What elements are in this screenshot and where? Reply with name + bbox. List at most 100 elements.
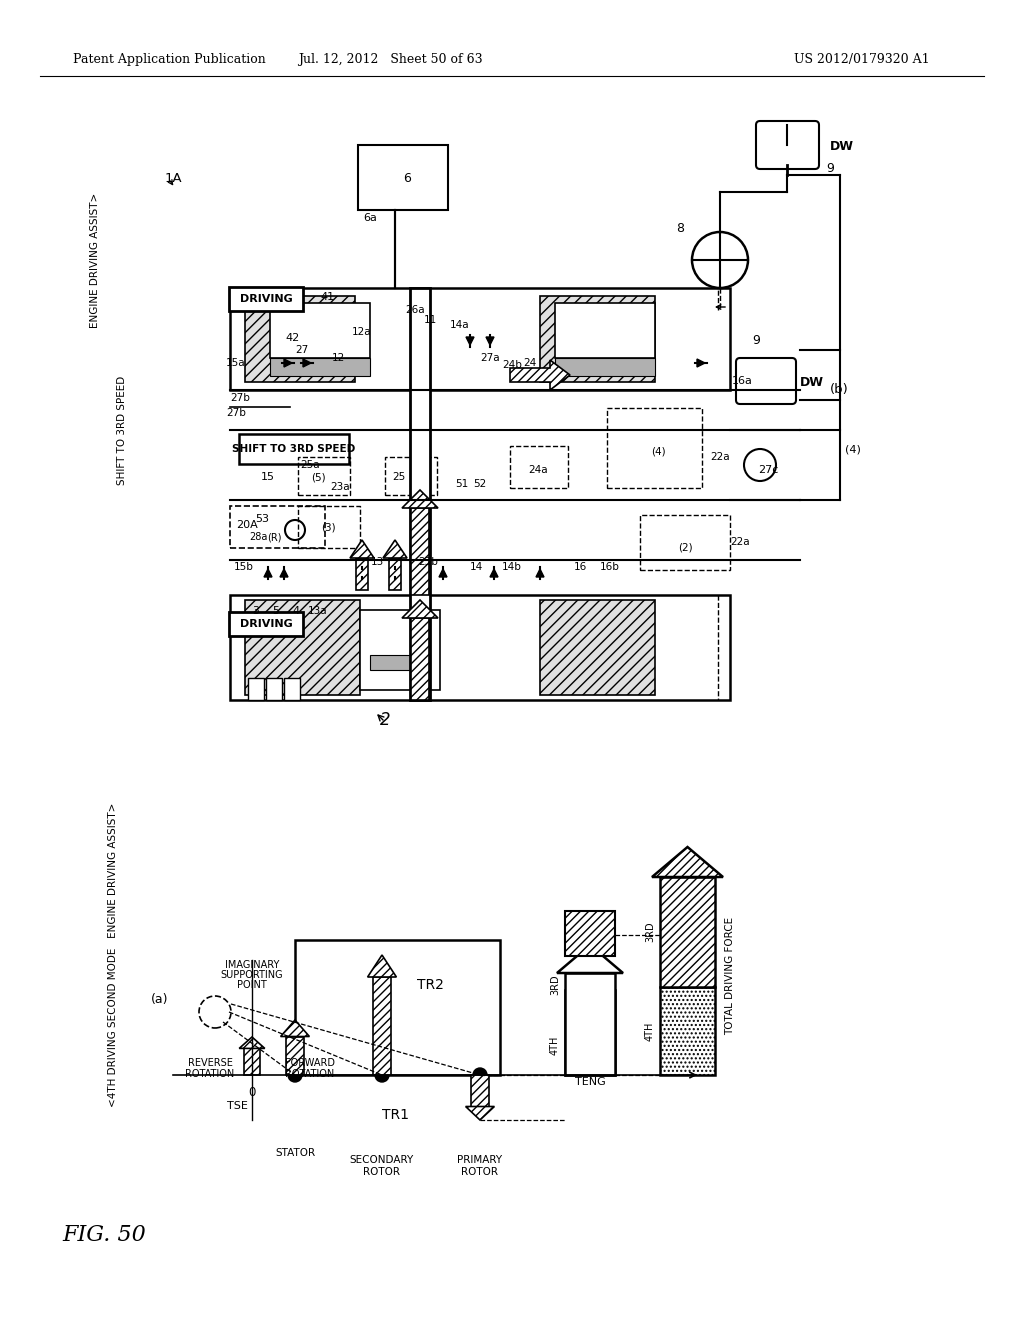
Polygon shape [439,569,447,577]
Text: STATOR: STATOR [274,1148,315,1158]
Text: SECONDARY: SECONDARY [350,1155,414,1166]
Text: 22a: 22a [730,537,750,546]
Text: (3): (3) [321,521,335,532]
FancyBboxPatch shape [756,121,819,169]
Bar [471,1074,489,1106]
Text: 6a: 6a [364,213,377,223]
Text: ROTOR: ROTOR [364,1167,400,1177]
FancyBboxPatch shape [239,434,349,465]
Bar [373,977,391,1074]
Text: 9: 9 [826,161,834,174]
Text: 20A: 20A [236,520,258,531]
FancyBboxPatch shape [229,612,303,636]
Text: 24a: 24a [528,465,548,475]
Polygon shape [358,569,366,577]
Polygon shape [536,569,544,577]
Text: 4: 4 [293,606,300,616]
Text: 6: 6 [403,172,411,185]
Text: 1A: 1A [165,172,182,185]
Bar [356,558,368,590]
Text: (4): (4) [845,445,861,455]
Text: 16b: 16b [600,562,620,572]
Text: (R): (R) [266,532,282,543]
Bar [555,304,655,358]
Text: 26a: 26a [406,305,425,315]
Text: 15a: 15a [225,358,245,368]
Text: 27b: 27b [226,408,246,418]
FancyBboxPatch shape [736,358,796,404]
Polygon shape [490,569,498,577]
Text: 27a: 27a [480,352,500,363]
Text: 4TH: 4TH [550,1035,560,1055]
Text: FORWARD: FORWARD [285,1059,335,1068]
Text: 0: 0 [248,1085,256,1098]
Bar [230,506,325,548]
Text: 42: 42 [286,333,300,343]
Polygon shape [264,569,272,577]
Text: TOTAL DRIVING FORCE: TOTAL DRIVING FORCE [725,917,735,1035]
Text: 51: 51 [456,479,469,488]
Bar [295,940,500,1074]
Text: POINT: POINT [238,979,267,990]
Polygon shape [466,1106,495,1119]
Text: SHIFT TO 3RD SPEED: SHIFT TO 3RD SPEED [232,444,355,454]
Bar [540,601,655,696]
Text: 12a: 12a [352,327,372,337]
Text: 27: 27 [295,345,308,355]
Bar [607,408,702,488]
Text: IMAGINARY: IMAGINARY [225,960,280,970]
Text: 8: 8 [676,222,684,235]
Text: 28a: 28a [249,532,267,543]
Text: ENGINE DRIVING ASSIST>: ENGINE DRIVING ASSIST> [90,193,100,327]
Bar [230,288,730,389]
Bar [284,678,300,700]
Bar [298,457,350,495]
Bar [389,558,401,590]
Bar [266,678,282,700]
Polygon shape [557,945,623,973]
Polygon shape [240,1038,265,1048]
Text: 13: 13 [371,557,384,568]
Bar [385,457,437,495]
Text: 3RD: 3RD [645,921,655,942]
Text: 14: 14 [469,562,482,572]
Text: 16: 16 [573,562,587,572]
Circle shape [288,1068,302,1082]
Text: DRIVING: DRIVING [240,619,293,630]
Text: ROTATION: ROTATION [185,1069,234,1078]
Text: 4TH: 4TH [645,1022,655,1040]
Bar [510,446,568,488]
Text: 15: 15 [261,473,275,482]
Bar [298,506,360,548]
Text: (5): (5) [310,473,326,482]
Text: (2): (2) [678,543,692,552]
Polygon shape [402,490,438,508]
Text: 5: 5 [272,606,280,616]
Bar [248,678,264,700]
Bar [286,1036,304,1074]
Text: DW: DW [800,375,824,388]
Text: 52: 52 [473,479,486,488]
Polygon shape [466,337,474,345]
Bar [565,911,615,956]
Text: PRIMARY: PRIMARY [458,1155,503,1166]
Text: TR2: TR2 [417,978,443,993]
Text: 15b: 15b [234,562,254,572]
Text: 16a: 16a [731,376,753,385]
Text: 24b: 24b [502,360,522,370]
Text: 23a: 23a [330,482,350,492]
Polygon shape [402,601,438,618]
Text: 53: 53 [255,513,269,524]
Text: SHIFT TO 3RD SPEED: SHIFT TO 3RD SPEED [117,375,127,484]
Text: TSE: TSE [227,1101,248,1111]
Text: TR1: TR1 [382,1107,409,1122]
Bar [565,973,615,1074]
Text: 14b: 14b [502,562,522,572]
Polygon shape [391,569,399,577]
Bar [270,358,370,376]
Polygon shape [383,540,407,558]
Bar [245,296,355,381]
Polygon shape [368,954,396,977]
Text: (b): (b) [830,384,849,396]
Bar [360,610,440,690]
